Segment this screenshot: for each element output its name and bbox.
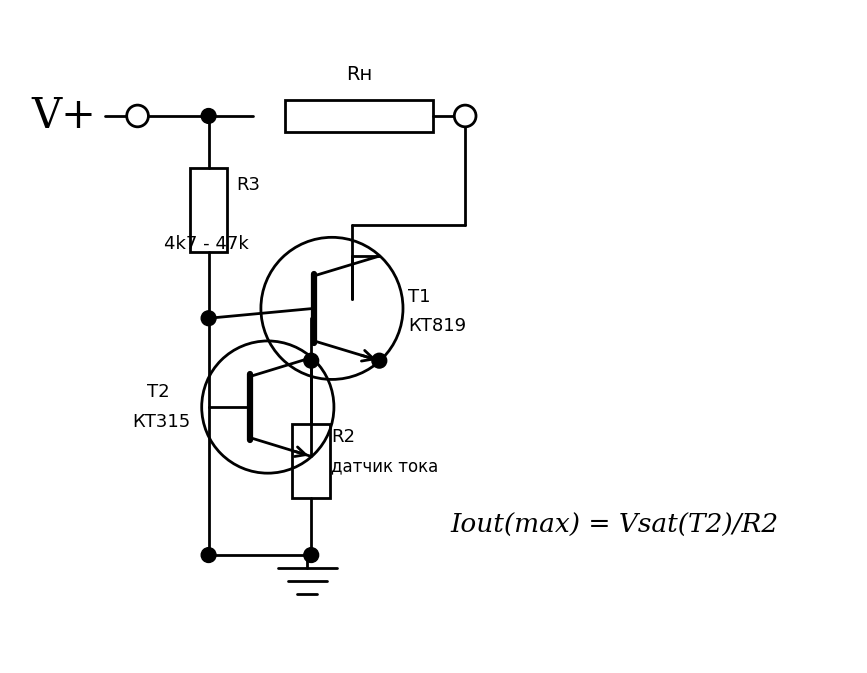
Text: R3: R3 [236,176,260,194]
Text: КТ819: КТ819 [408,317,466,335]
Text: 4k7 - 47k: 4k7 - 47k [164,236,249,253]
Circle shape [454,105,476,127]
Circle shape [201,548,216,563]
Circle shape [201,108,216,123]
Circle shape [303,353,319,368]
Bar [285,100,434,132]
Circle shape [303,548,319,563]
Circle shape [372,353,387,368]
Text: КТ315: КТ315 [133,413,191,431]
Text: V+: V+ [31,95,96,137]
Bar [292,424,330,498]
Text: R2: R2 [331,427,355,446]
Circle shape [127,105,148,127]
Text: Iout(max) = Vsat(T2)/R2: Iout(max) = Vsat(T2)/R2 [450,513,779,538]
Text: Rн: Rн [346,65,372,84]
Text: T1: T1 [408,287,430,306]
Circle shape [201,311,216,326]
Bar [190,168,227,252]
Text: датчик тока: датчик тока [331,457,438,475]
Text: T2: T2 [147,383,170,401]
